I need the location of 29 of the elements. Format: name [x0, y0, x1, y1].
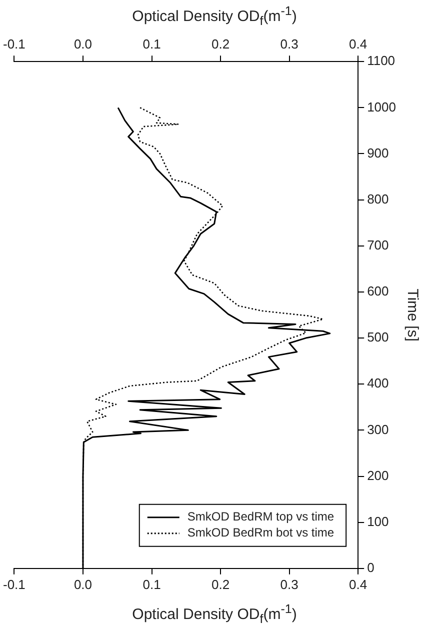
x-tick-label: 0.0 — [74, 576, 92, 592]
x-tick-label: -0.1 — [2, 576, 26, 592]
y-tick-label: 600 — [367, 284, 389, 299]
x2-axis-title: Optical Density OD$_{f}$(m$^{-1}$) — [131, 4, 298, 28]
legend-label: SmkOD BedRm bot vs time — [187, 526, 334, 540]
y-tick-label: 1100 — [367, 53, 396, 68]
y-tick-label: 700 — [367, 237, 389, 252]
y-axis-title: Time [s] — [404, 288, 421, 342]
x2-tick-label: 0.4 — [349, 36, 368, 52]
y-tick-label: 0 — [367, 560, 374, 575]
y-tick-label: 300 — [367, 422, 389, 437]
x-axis-title: Optical Density OD$_{f}$(m$^{-1}$) — [131, 602, 298, 626]
x2-tick-label: 0.2 — [211, 36, 230, 52]
y-tick-label: 900 — [367, 145, 389, 160]
y-tick-label: 1000 — [367, 99, 396, 114]
x2-tick-label: 0.1 — [142, 36, 161, 52]
x2-tick-label: 0.3 — [280, 36, 298, 52]
x-tick-label: 0.1 — [142, 576, 161, 592]
x-tick-label: 0.3 — [280, 576, 298, 592]
y-tick-label: 500 — [367, 330, 389, 345]
y-tick-label: 200 — [367, 468, 389, 483]
y-tick-label: 100 — [367, 514, 389, 529]
x2-tick-label: 0.0 — [74, 36, 92, 52]
x-tick-label: 0.4 — [349, 576, 368, 592]
y-tick-label: 400 — [367, 376, 389, 391]
x-tick-label: 0.2 — [211, 576, 230, 592]
x2-tick-label: -0.1 — [2, 36, 26, 52]
legend-label: SmkOD BedRM top vs time — [187, 510, 334, 524]
y-tick-label: 800 — [367, 191, 389, 206]
